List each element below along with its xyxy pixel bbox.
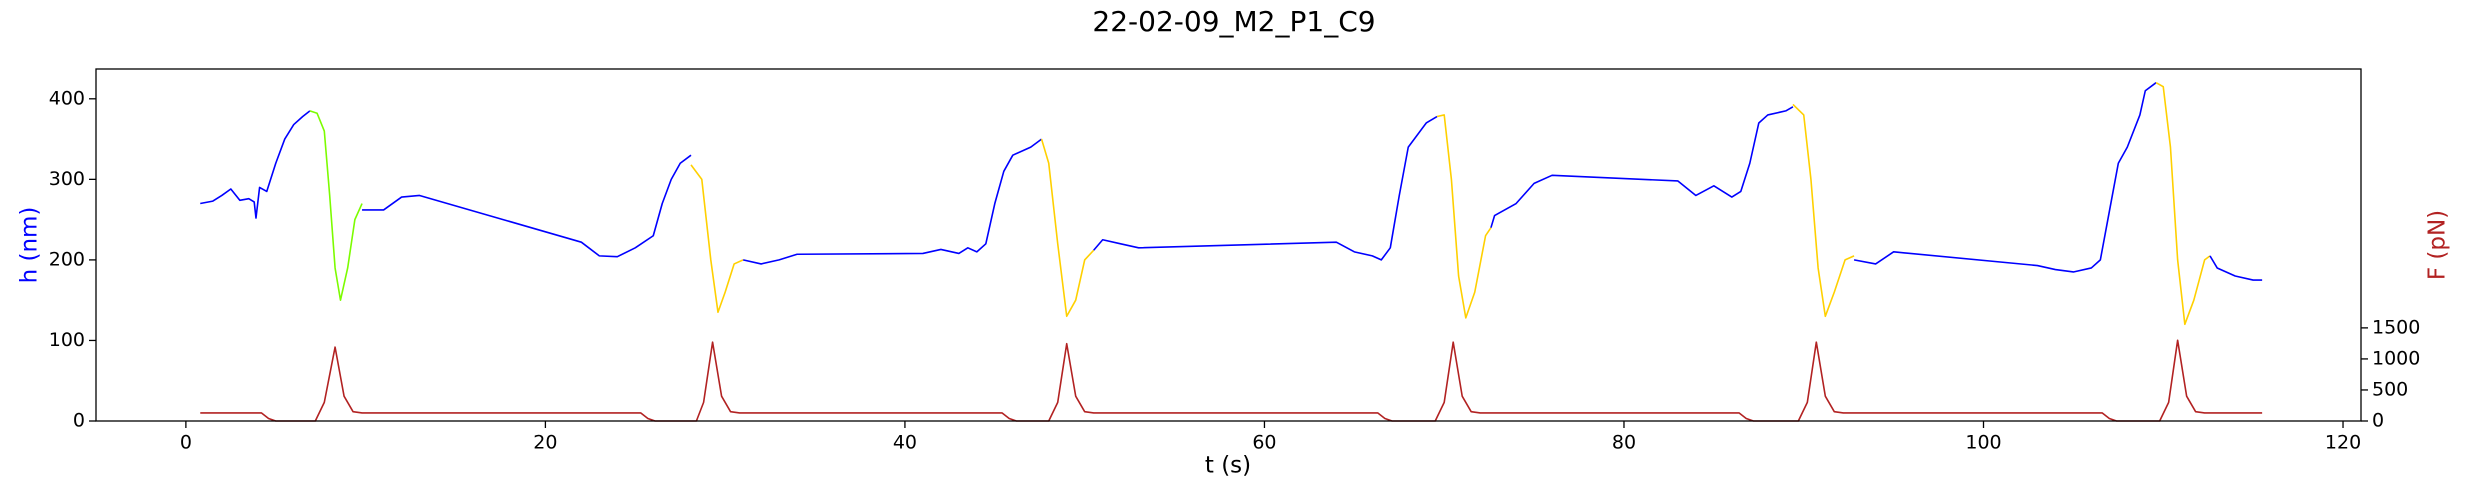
x-tick-label: 80 xyxy=(1612,432,1636,454)
plot-frame xyxy=(95,68,2362,422)
chart-title: 22-02-09_M2_P1_C9 xyxy=(1092,5,1375,38)
x-tick-label: 120 xyxy=(2325,432,2361,454)
y2-tick-label: 1500 xyxy=(2372,316,2420,338)
data-line xyxy=(1093,115,1438,261)
data-line xyxy=(1436,114,1492,319)
y-tick-label: 100 xyxy=(49,329,85,351)
data-line xyxy=(690,164,744,314)
x-tick-label: 60 xyxy=(1252,432,1276,454)
x-tick-label: 0 xyxy=(180,432,192,454)
y2-tick-label: 500 xyxy=(2372,378,2408,400)
data-line xyxy=(1792,103,1855,318)
x-tick-label: 20 xyxy=(533,432,557,454)
data-line xyxy=(1490,106,1794,228)
x-tick-label: 40 xyxy=(893,432,917,454)
data-line xyxy=(200,339,2263,422)
y-tick-label: 0 xyxy=(73,410,85,432)
y-tick-label: 200 xyxy=(49,248,85,270)
data-line xyxy=(2155,81,2211,326)
y-tick-label: 300 xyxy=(49,168,85,190)
data-line xyxy=(200,110,311,219)
x-axis-label: t (s) xyxy=(1205,453,1251,479)
data-line xyxy=(1040,138,1095,318)
y-tick-label: 400 xyxy=(49,87,85,109)
y-axis-label: h (nm) xyxy=(17,207,43,284)
data-line xyxy=(362,154,692,258)
data-line xyxy=(742,138,1043,265)
y2-tick-label: 1000 xyxy=(2372,347,2420,369)
data-line xyxy=(1853,82,2157,273)
x-tick-label: 100 xyxy=(1965,432,2001,454)
y2-axis-label: F (pN) xyxy=(2425,210,2451,280)
data-line xyxy=(309,110,363,301)
y2-tick-label: 0 xyxy=(2372,410,2384,432)
data-line xyxy=(2209,255,2263,281)
